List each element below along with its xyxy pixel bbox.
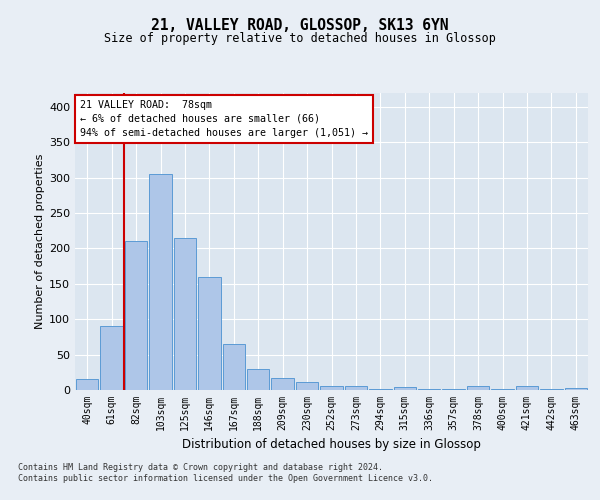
Text: 21 VALLEY ROAD:  78sqm
← 6% of detached houses are smaller (66)
94% of semi-deta: 21 VALLEY ROAD: 78sqm ← 6% of detached h… xyxy=(80,100,368,138)
Bar xyxy=(394,387,416,390)
Bar xyxy=(271,378,294,390)
Bar xyxy=(320,386,343,390)
Bar xyxy=(149,174,172,390)
Bar xyxy=(100,326,123,390)
Bar xyxy=(467,386,490,390)
Text: Contains HM Land Registry data © Crown copyright and database right 2024.: Contains HM Land Registry data © Crown c… xyxy=(18,462,383,471)
Text: 21, VALLEY ROAD, GLOSSOP, SK13 6YN: 21, VALLEY ROAD, GLOSSOP, SK13 6YN xyxy=(151,18,449,32)
Bar xyxy=(125,242,148,390)
Bar xyxy=(344,386,367,390)
Text: Contains public sector information licensed under the Open Government Licence v3: Contains public sector information licen… xyxy=(18,474,433,483)
Bar xyxy=(515,386,538,390)
Text: Size of property relative to detached houses in Glossop: Size of property relative to detached ho… xyxy=(104,32,496,45)
Bar xyxy=(198,276,221,390)
Bar xyxy=(565,388,587,390)
Bar xyxy=(76,380,98,390)
X-axis label: Distribution of detached houses by size in Glossop: Distribution of detached houses by size … xyxy=(182,438,481,452)
Bar xyxy=(223,344,245,390)
Bar xyxy=(247,369,269,390)
Bar xyxy=(296,382,319,390)
Y-axis label: Number of detached properties: Number of detached properties xyxy=(35,154,45,329)
Bar xyxy=(173,238,196,390)
